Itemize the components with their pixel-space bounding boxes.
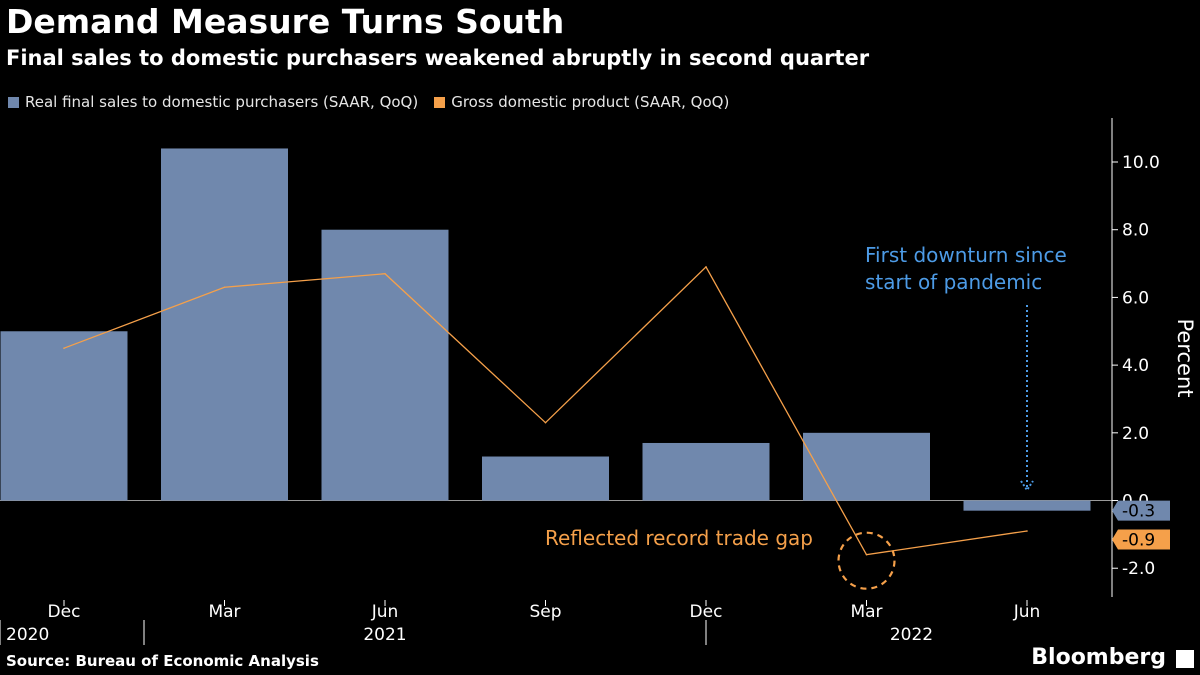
y-tick-label-5: 8.0: [1122, 221, 1149, 241]
gdp-point-1: [223, 286, 226, 289]
brand-mark-icon: [1176, 650, 1194, 668]
x-tick-label-2: Jun: [371, 602, 399, 622]
annotation-circle: [837, 531, 896, 590]
bar-5: [803, 432, 930, 501]
y-tick-label-3: 4.0: [1122, 356, 1149, 376]
year-label-0: 2020: [6, 625, 49, 645]
x-tick-label-5: Mar: [850, 602, 882, 622]
x-tick-label-6: Jun: [1013, 602, 1041, 622]
y-tick-label-2: 2.0: [1122, 424, 1149, 444]
legend-item-line-series: Gross domestic product (SAAR, QoQ): [434, 93, 729, 111]
x-tick-label-0: Dec: [48, 602, 81, 622]
y-tick-label-4: 6.0: [1122, 288, 1149, 308]
brand-logo: Bloomberg: [1031, 645, 1166, 670]
legend-swatch-bar: [8, 96, 19, 108]
bar-4: [642, 442, 770, 501]
annotation-orange-text: Reflected record trade gap: [545, 526, 813, 550]
x-tick-label-1: Mar: [208, 602, 240, 622]
bar-end-label: -0.3: [1112, 500, 1170, 522]
line-end-label-text: -0.9: [1122, 530, 1155, 550]
y-tick-label-0: -2.0: [1122, 559, 1155, 579]
gdp-point-3: [544, 421, 547, 424]
source-note: Source: Bureau of Economic Analysis: [6, 652, 319, 670]
gdp-point-6: [1026, 530, 1028, 532]
gdp-point-2: [384, 272, 386, 275]
legend-label-bar-series: Real final sales to domestic purchasers …: [25, 93, 419, 111]
gdp-point-0: [63, 347, 65, 349]
x-tick-label-4: Dec: [690, 602, 723, 622]
year-label-2: 2022: [890, 625, 933, 645]
bar-1: [161, 148, 288, 501]
year-label-1: 2021: [363, 625, 406, 645]
bar-2: [321, 229, 449, 501]
bar-3: [482, 456, 609, 501]
gdp-point-5: [865, 553, 868, 556]
gdp-point-4: [705, 266, 707, 268]
bar-0: [0, 331, 128, 501]
bar-end-label-bg: [1112, 500, 1170, 521]
legend-item-bar-series: Real final sales to domestic purchasers …: [8, 93, 418, 111]
annotation-blue-line-1: start of pandemic: [865, 270, 1042, 294]
x-tick-label-3: Sep: [529, 602, 561, 622]
legend: Real final sales to domestic purchasers …: [8, 92, 745, 112]
y-tick-label-6: 10.0: [1122, 153, 1160, 173]
chart-subtitle: Final sales to domestic purchasers weake…: [6, 46, 870, 70]
line-end-label: -0.9: [1112, 529, 1170, 550]
annotation-blue-line-0: First downturn since: [865, 243, 1067, 267]
line-end-label-bg: [1112, 529, 1170, 550]
chart-title: Demand Measure Turns South: [6, 2, 565, 41]
bar-end-label-text: -0.3: [1122, 502, 1155, 522]
legend-label-line-series: Gross domestic product (SAAR, QoQ): [451, 93, 730, 111]
y-axis-title: Percent: [1173, 318, 1197, 397]
legend-swatch-line: [434, 96, 446, 108]
bar-6: [963, 500, 1091, 511]
